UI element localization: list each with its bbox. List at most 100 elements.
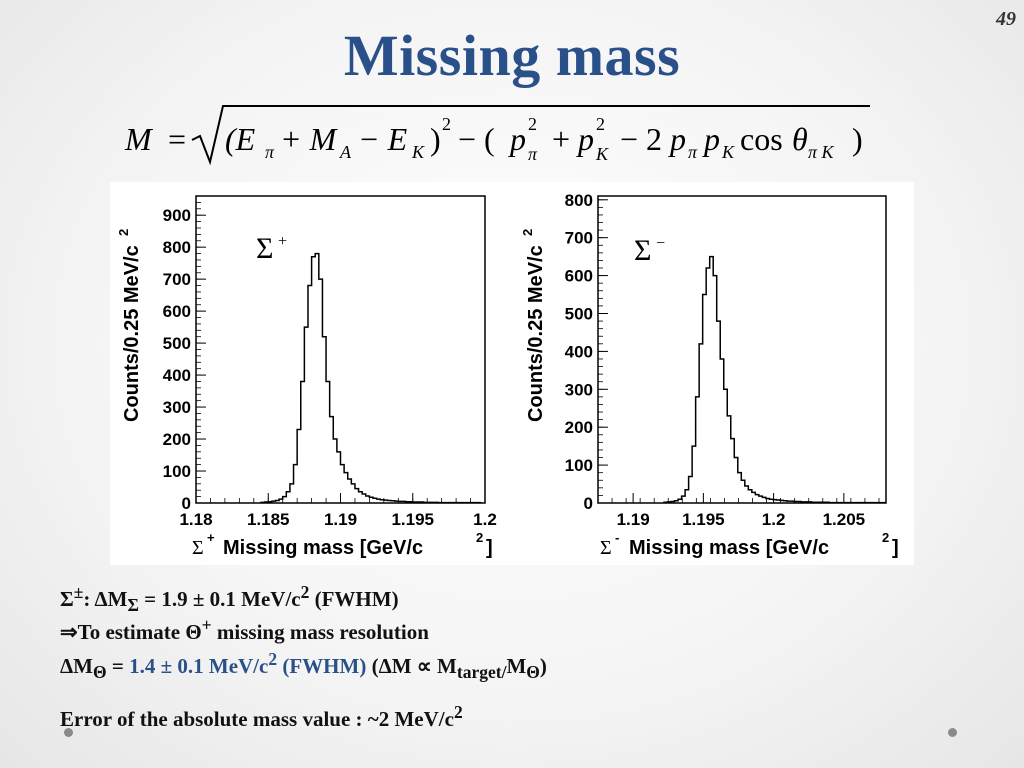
slide-title: Missing mass — [343, 23, 681, 88]
delta-sub: Σ — [127, 595, 139, 616]
x-axis-sigma-sup: + — [207, 530, 215, 545]
x-axis-label-end: ] — [892, 537, 899, 559]
y-tick-labels: 0 100 200 300 400 500 600 700 800 900 — [163, 206, 191, 513]
formula-sub-k3: K — [721, 142, 735, 162]
c2-sup: 2 — [300, 582, 310, 602]
x-axis-sigma-sup: - — [615, 530, 619, 545]
theta-c2-sup: 2 — [268, 649, 278, 669]
x-tick-label: 1.205 — [823, 510, 866, 529]
estimate-line: ⇒To estimate Θ+ missing mass resolution — [60, 615, 429, 645]
theta-fwhm: (FWHM) — [282, 654, 367, 678]
x-axis-label-sup: 2 — [882, 530, 889, 545]
footer-dot-right — [948, 728, 957, 737]
x-tick-label: 1.195 — [391, 510, 434, 529]
proportional-open: (ΔM ∝ M — [371, 654, 457, 678]
formula-minus-2: − 2 — [620, 121, 662, 157]
pm-sup: ± — [73, 582, 84, 602]
x-axis-label: Missing mass [GeV/c — [629, 537, 829, 559]
x-tick-label: 1.2 — [473, 510, 497, 529]
histogram-step-line — [260, 252, 482, 504]
x-tick-label: 1.19 — [324, 510, 357, 529]
y-tick-label: 800 — [565, 191, 593, 210]
formula-open-e: (E — [225, 121, 256, 157]
y-tick-label: 0 — [182, 494, 191, 513]
y-tick-label: 0 — [584, 494, 593, 513]
absolute-error-sup: 2 — [453, 702, 463, 722]
resolution-value: = 1.9 ± 0.1 MeV/c — [144, 587, 301, 611]
formula-sup-2a: 2 — [442, 114, 451, 134]
missing-mass-formula: M = (E π + M A − E K ) 2 − ( p 2 π + p 2… — [124, 105, 870, 166]
y-tick-label: 400 — [565, 342, 593, 361]
absolute-error-line: Error of the absolute mass value : ~2 Me… — [60, 702, 463, 732]
formula-sup-2b: 2 — [528, 114, 537, 134]
page-number: 49 — [996, 8, 1016, 30]
formula-sub-pik: π K — [808, 142, 835, 162]
sigma-resolution-line: Σ±: ΔMΣ = 1.9 ± 0.1 MeV/c2 (FWHM) — [60, 582, 399, 616]
histogram-bars — [260, 252, 482, 504]
sigma-plus-label: Σ — [256, 232, 273, 265]
formula-sub-k: K — [411, 142, 425, 162]
formula-minus-open: − ( — [458, 121, 495, 157]
y-tick-label: 400 — [163, 366, 191, 385]
delta-m: ΔM — [94, 587, 128, 611]
absolute-error-text: Error of the absolute mass value : ~2 Me… — [60, 707, 454, 731]
y-tick-labels: 0 100 200 300 400 500 600 700 800 — [565, 191, 593, 513]
y-tick-label: 200 — [163, 430, 191, 449]
formula-end: ) — [852, 121, 863, 157]
theta-resolution-line: ΔMΘ = 1.4 ± 0.1 MeV/c2 (FWHM) (ΔM ∝ Mtar… — [60, 649, 547, 683]
axis-ticks — [195, 195, 486, 504]
theta-resolution-value: 1.4 ± 0.1 MeV/c — [129, 654, 269, 678]
formula-sub-pi3: π — [688, 142, 698, 162]
x-tick-label: 1.195 — [682, 510, 725, 529]
sigma-plus-histogram: 1.18 1.185 1.19 1.195 1.2 0 100 200 300 400 500 60… — [116, 195, 497, 559]
sigma-minus-histogram: 1.19 1.195 1.2 1.205 0 100 200 300 400 500 600 700… — [520, 191, 899, 559]
x-axis-label-sup: 2 — [476, 530, 483, 545]
theta-symbol: Θ — [185, 620, 202, 644]
x-tick-label: 1.2 — [762, 510, 786, 529]
x-tick-label: 1.185 — [247, 510, 290, 529]
formula-close: ) — [430, 121, 441, 157]
theta-sub-2: Θ — [526, 662, 540, 683]
formula-sup-2c: 2 — [596, 114, 605, 134]
x-tick-label: 1.19 — [617, 510, 650, 529]
plot-frame — [597, 195, 887, 504]
formula-sub-k2: K — [595, 144, 609, 164]
y-tick-label: 600 — [565, 267, 593, 286]
formula-minus-e: − E — [358, 121, 408, 157]
theta-sup: + — [201, 615, 212, 635]
y-tick-label: 900 — [163, 206, 191, 225]
formula-p4: p — [702, 121, 720, 157]
target-sub: target/ — [456, 662, 507, 683]
delta-m-theta: ΔM — [60, 654, 93, 678]
fwhm-label: (FWHM) — [314, 587, 399, 611]
estimate-text: To estimate — [77, 620, 181, 644]
formula-theta: θ — [792, 121, 808, 157]
y-tick-label: 200 — [565, 418, 593, 437]
formula-plus-m: + M — [280, 121, 339, 157]
x-axis-sigma: Σ — [600, 537, 612, 559]
histogram-bars — [663, 255, 886, 504]
y-axis-label: Counts/0.25 MeV/c — [525, 245, 547, 422]
sigma-symbol: Σ — [60, 587, 74, 611]
y-tick-label: 600 — [163, 302, 191, 321]
x-axis-sigma: Σ — [192, 537, 204, 559]
axis-ticks — [597, 199, 880, 504]
estimate-text-2: missing mass resolution — [216, 620, 429, 644]
y-tick-label: 300 — [565, 380, 593, 399]
x-tick-labels: 1.18 1.185 1.19 1.195 1.2 — [179, 510, 496, 529]
m-theta: M — [506, 654, 527, 678]
sigma-minus-label: Σ — [634, 234, 651, 267]
x-tick-labels: 1.19 1.195 1.2 1.205 — [617, 510, 866, 529]
colon: : — [83, 587, 91, 611]
y-axis-label: Counts/0.25 MeV/c — [121, 245, 143, 422]
formula-sub-pi: π — [265, 142, 275, 162]
y-tick-label: 700 — [565, 229, 593, 248]
formula-sub-pi2: π — [528, 144, 538, 164]
formula-plus: + — [552, 121, 570, 157]
x-tick-label: 1.18 — [179, 510, 212, 529]
y-axis-label-sup: 2 — [520, 229, 535, 236]
formula-eq: = — [168, 121, 186, 157]
formula-p1: p — [508, 121, 526, 157]
histograms-panel: 1.18 1.185 1.19 1.195 1.2 0 100 200 300 400 500 60… — [110, 182, 914, 565]
implies-arrow: ⇒ — [60, 620, 78, 644]
